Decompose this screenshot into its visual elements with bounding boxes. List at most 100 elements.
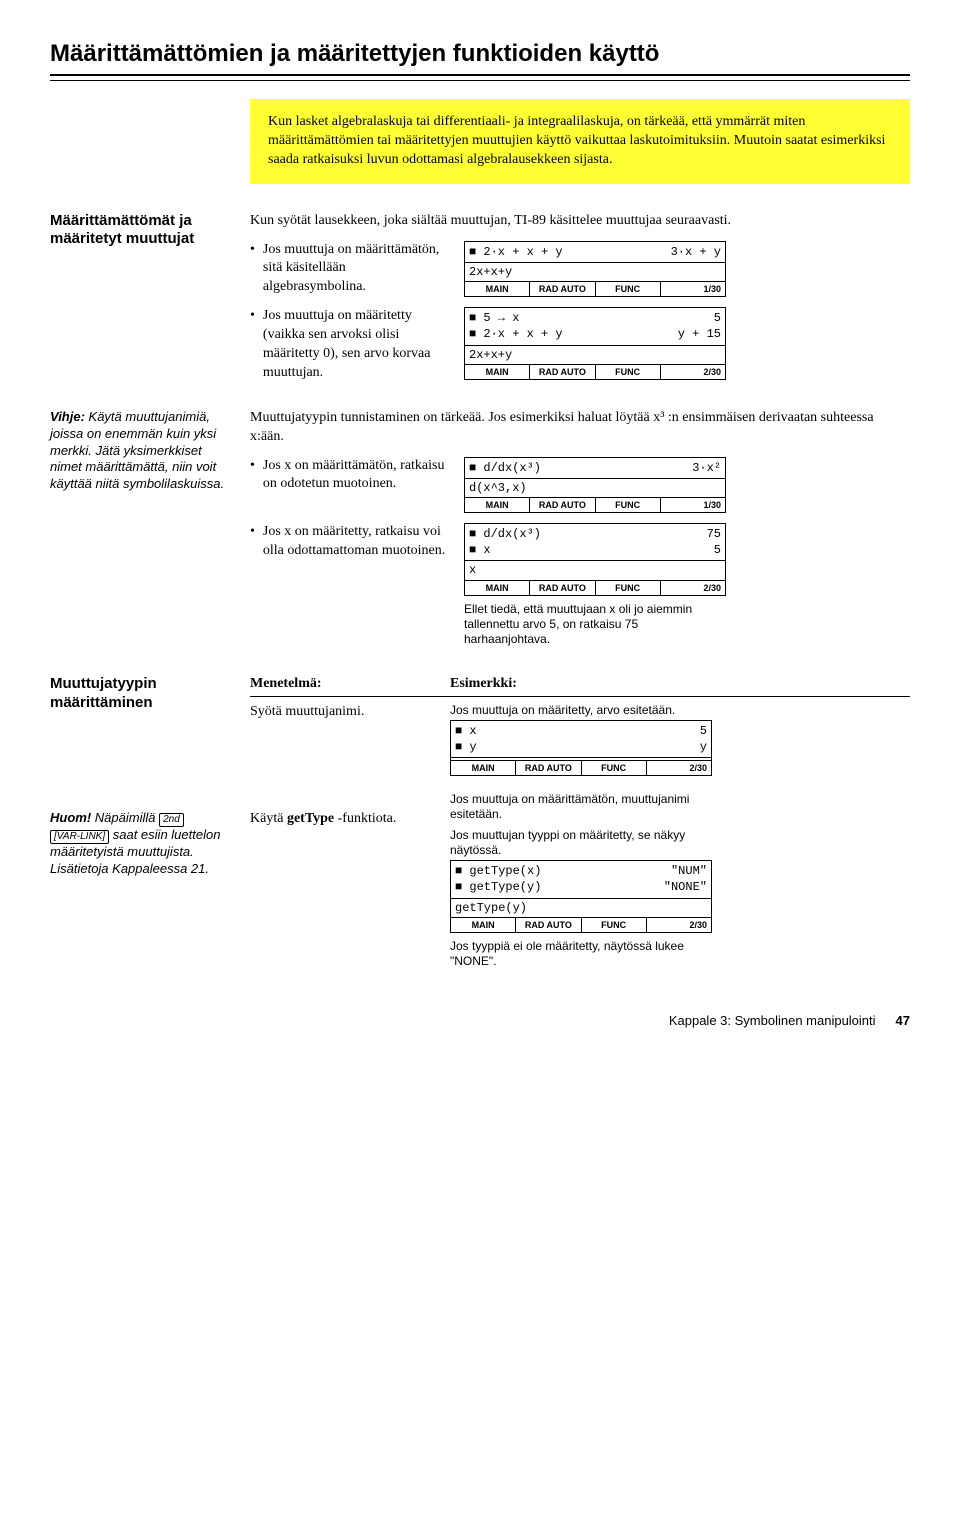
- key-varlink: [VAR-LINK]: [50, 830, 109, 844]
- status-cell: MAIN: [465, 365, 530, 379]
- status-cell: 2/30: [647, 761, 711, 775]
- hint2-text1: Näpäimillä: [91, 810, 159, 825]
- method-r2c1: Käytä getType -funktiota.: [250, 810, 440, 829]
- calc-input: 2x+x+y: [465, 345, 725, 364]
- calc-input: 2x+x+y: [465, 262, 725, 281]
- text: -funktiota.: [334, 811, 396, 826]
- intro-text: Kun lasket algebralaskuja tai differenti…: [268, 114, 885, 167]
- calc-result: 75: [707, 526, 721, 542]
- status-cell: RAD AUTO: [516, 918, 581, 932]
- section1-heading: Määrittämättömät ja määritetyt muuttujat: [50, 212, 230, 250]
- calc-line: ■ d/dx(x³): [469, 526, 541, 542]
- hint2-label: Huom!: [50, 810, 91, 825]
- calc-result: 5: [714, 310, 721, 326]
- calc-status-bar: MAIN RAD AUTO FUNC 2/30: [465, 580, 725, 595]
- hint1-label: Vihje:: [50, 409, 85, 424]
- calc-status-bar: MAIN RAD AUTO FUNC 1/30: [465, 497, 725, 512]
- status-cell: MAIN: [465, 282, 530, 296]
- status-cell: FUNC: [596, 365, 661, 379]
- status-cell: RAD AUTO: [530, 282, 595, 296]
- calc6-caption-top: Jos muuttujan tyyppi on määritetty, se n…: [450, 828, 710, 858]
- calc-line: ■ d/dx(x³): [469, 460, 541, 476]
- status-cell: RAD AUTO: [516, 761, 581, 775]
- calc-line: ■ 2·x + x + y: [469, 326, 563, 342]
- calc5-caption-top: Jos muuttuja on määritetty, arvo esitetä…: [450, 703, 710, 718]
- calc-line: ■ getType(y): [455, 879, 541, 895]
- calc-line: ■ 2·x + x + y: [469, 244, 563, 260]
- calc-status-bar: MAIN RAD AUTO FUNC 2/30: [451, 760, 711, 775]
- calc-screen-5: ■ x 5 ■ y y MAIN RAD AUTO FUNC 2/30: [450, 720, 712, 777]
- method-th2: Esimerkki:: [450, 675, 910, 694]
- title-rule: [50, 74, 910, 81]
- calc-line: ■ x: [469, 542, 491, 558]
- section1-lead: Kun syötät lausekkeen, joka siältää muut…: [250, 212, 910, 231]
- status-cell: RAD AUTO: [530, 581, 595, 595]
- calc-line: ■ 5 → x: [469, 310, 519, 326]
- calc-screen-2: ■ 5 → x 5 ■ 2·x + x + y y + 15 2x+x+y MAIN…: [464, 307, 726, 380]
- calc-result: y: [700, 739, 707, 755]
- bullet-icon: •: [250, 307, 255, 383]
- calc-result: 5: [714, 542, 721, 558]
- section2-bullet2: Jos x on määritetty, ratkaisu voi olla o…: [263, 523, 450, 561]
- calc-screen-6: ■ getType(x) "NUM" ■ getType(y) "NONE" get…: [450, 860, 712, 933]
- calc4-caption: Ellet tiedä, että muuttujaan x oli jo ai…: [464, 602, 724, 647]
- page-footer: Kappale 3: Symbolinen manipulointi 47: [50, 1013, 910, 1028]
- section2-lead: Muuttujatyypin tunnistaminen on tärkeää.…: [250, 409, 910, 447]
- section1-bullet2: Jos muuttuja on määritetty (vaikka sen a…: [263, 307, 450, 383]
- section3-heading: Muuttujatyypin määrittäminen: [50, 675, 230, 713]
- calc-status-bar: MAIN RAD AUTO FUNC 1/30: [465, 281, 725, 296]
- gettype-fn: getType: [287, 811, 334, 826]
- calc-result: "NONE": [664, 879, 707, 895]
- status-cell: FUNC: [596, 581, 661, 595]
- calc-result: y + 15: [678, 326, 721, 342]
- status-cell: MAIN: [465, 498, 530, 512]
- status-cell: 1/30: [661, 282, 725, 296]
- status-cell: FUNC: [582, 761, 647, 775]
- calc-status-bar: MAIN RAD AUTO FUNC 2/30: [451, 917, 711, 932]
- page-title: Määrittämättömien ja määritettyjen funkt…: [50, 40, 910, 68]
- footer-page-number: 47: [896, 1013, 910, 1028]
- hint1: Vihje: Käytä muuttujanimiä, joissa on en…: [50, 409, 230, 493]
- section2-bullet1: Jos x on määrittämätön, ratkaisu on odot…: [263, 457, 450, 495]
- method-r1c1: Syötä muuttujanimi.: [250, 703, 440, 722]
- method-th1: Menetelmä:: [250, 675, 450, 694]
- status-cell: FUNC: [582, 918, 647, 932]
- calc-screen-4: ■ d/dx(x³) 75 ■ x 5 x MAIN RAD AUTO FUNC 2…: [464, 523, 726, 596]
- status-cell: RAD AUTO: [530, 498, 595, 512]
- calc-input: x: [465, 560, 725, 579]
- calc-result: "NUM": [671, 863, 707, 879]
- status-cell: 2/30: [661, 581, 725, 595]
- status-cell: 2/30: [661, 365, 725, 379]
- calc5-caption-bottom: Jos muuttuja on määrittämätön, muuttujan…: [450, 792, 710, 822]
- bullet-icon: •: [250, 241, 255, 298]
- bullet-icon: •: [250, 523, 255, 561]
- method-table-header: Menetelmä: Esimerkki:: [250, 675, 910, 697]
- calc-input: getType(y): [451, 898, 711, 917]
- status-cell: 2/30: [647, 918, 711, 932]
- calc-input: d(x^3,x): [465, 478, 725, 497]
- calc-result: 3·x + y: [671, 244, 721, 260]
- calc-result: 5: [700, 723, 707, 739]
- status-cell: MAIN: [451, 761, 516, 775]
- calc-line: ■ y: [455, 739, 477, 755]
- calc6-caption-bottom: Jos tyyppiä ei ole määritetty, näytössä …: [450, 939, 710, 969]
- calc-line: ■ x: [455, 723, 477, 739]
- status-cell: MAIN: [451, 918, 516, 932]
- calc-screen-3: ■ d/dx(x³) 3·x² d(x^3,x) MAIN RAD AUTO FU…: [464, 457, 726, 514]
- bullet-icon: •: [250, 457, 255, 495]
- status-cell: RAD AUTO: [530, 365, 595, 379]
- calc-screen-1: ■ 2·x + x + y 3·x + y 2x+x+y MAIN RAD AUT…: [464, 241, 726, 298]
- text: Käytä: [250, 811, 287, 826]
- footer-chapter: Kappale 3: Symbolinen manipulointi: [669, 1013, 876, 1028]
- calc-result: 3·x²: [692, 460, 721, 476]
- status-cell: MAIN: [465, 581, 530, 595]
- key-2nd: 2nd: [159, 813, 184, 827]
- intro-highlight-box: Kun lasket algebralaskuja tai differenti…: [250, 99, 910, 184]
- hint2: Huom! Näpäimillä 2nd [VAR-LINK] saat esi…: [50, 810, 230, 878]
- status-cell: 1/30: [661, 498, 725, 512]
- calc-line: ■ getType(x): [455, 863, 541, 879]
- status-cell: FUNC: [596, 282, 661, 296]
- status-cell: FUNC: [596, 498, 661, 512]
- section1-bullet1: Jos muuttuja on määrittämätön, sitä käsi…: [263, 241, 450, 298]
- calc-status-bar: MAIN RAD AUTO FUNC 2/30: [465, 364, 725, 379]
